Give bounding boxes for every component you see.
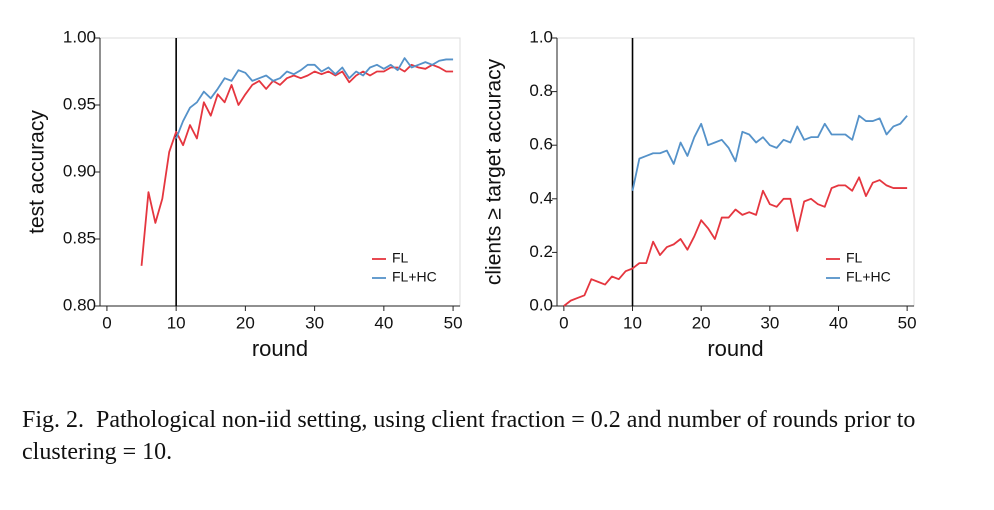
y-tick-label: 0.2 [529, 242, 553, 261]
x-tick-label: 0 [102, 313, 111, 332]
legend-label: FL+HC [392, 269, 437, 285]
x-tick-label: 10 [167, 313, 186, 332]
x-tick-label: 40 [374, 313, 393, 332]
y-tick-label: 0.80 [63, 295, 96, 314]
y-tick-label: 0.6 [529, 135, 553, 154]
x-tick-label: 20 [236, 313, 255, 332]
x-tick-label: 20 [692, 313, 711, 332]
series-line [563, 176, 908, 307]
x-tick-label: 30 [305, 313, 324, 332]
legend-label: FL+HC [846, 269, 891, 285]
y-tick-label: 0.0 [529, 295, 553, 314]
y-tick-label: 0.8 [529, 81, 553, 100]
y-tick-label: 0.4 [529, 188, 553, 207]
y-tick-label: 0.90 [63, 161, 96, 180]
series-line [175, 57, 454, 139]
x-axis-label: round [252, 336, 308, 361]
series-line [631, 114, 908, 191]
plot-frame [556, 37, 915, 307]
figure: 0.800.850.900.951.000 10 20 30 40 50roundtest… [26, 27, 917, 361]
caption: Fig. 2. Pathological non-iid setting, us… [22, 407, 922, 465]
x-tick-label: 50 [898, 313, 917, 332]
y-axis-label: test accuracy [26, 110, 49, 234]
x-tick-label: 40 [829, 313, 848, 332]
x-axis-label: round [707, 336, 763, 361]
y-tick-label: 0.95 [63, 94, 96, 113]
x-tick-label: 0 [559, 313, 568, 332]
x-tick-label: 10 [623, 313, 642, 332]
y-tick-label: 0.85 [63, 228, 96, 247]
legend-label: FL [392, 250, 409, 266]
series-line [140, 63, 454, 266]
y-tick-label: 1.0 [529, 27, 553, 46]
x-tick-label: 30 [760, 313, 779, 332]
legend-label: FL [846, 250, 863, 266]
x-tick-label: 50 [444, 313, 463, 332]
y-tick-label: 1.00 [63, 27, 96, 46]
y-axis-label: clients ≥ target accuracy [483, 58, 506, 285]
